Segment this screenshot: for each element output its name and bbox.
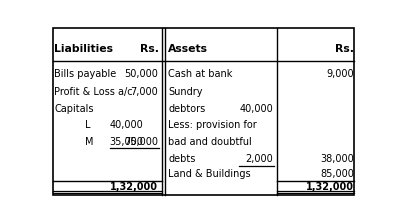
Text: 75,000: 75,000 bbox=[124, 137, 158, 147]
Text: 38,000: 38,000 bbox=[320, 154, 354, 164]
Text: Rs.: Rs. bbox=[335, 44, 354, 55]
Text: M: M bbox=[85, 137, 94, 147]
Text: 7,000: 7,000 bbox=[131, 87, 158, 97]
Text: debtors: debtors bbox=[168, 104, 206, 114]
Text: Land & Buildings: Land & Buildings bbox=[168, 169, 251, 179]
Text: 2,000: 2,000 bbox=[245, 154, 273, 164]
Text: 1,32,000: 1,32,000 bbox=[110, 182, 158, 192]
Text: 9,000: 9,000 bbox=[327, 69, 354, 79]
FancyBboxPatch shape bbox=[53, 28, 354, 195]
Text: Capitals: Capitals bbox=[54, 104, 94, 114]
Text: 35,000: 35,000 bbox=[110, 137, 143, 147]
Text: debts: debts bbox=[168, 154, 196, 164]
Text: Sundry: Sundry bbox=[168, 87, 203, 97]
Text: bad and doubtful: bad and doubtful bbox=[168, 137, 252, 147]
Text: 85,000: 85,000 bbox=[320, 169, 354, 179]
Text: 1,32,000: 1,32,000 bbox=[306, 182, 354, 192]
Text: Assets: Assets bbox=[168, 44, 208, 55]
Text: Profit & Loss a/c: Profit & Loss a/c bbox=[54, 87, 133, 97]
Text: Less: provision for: Less: provision for bbox=[168, 120, 257, 130]
Text: Cash at bank: Cash at bank bbox=[168, 69, 233, 79]
Text: 50,000: 50,000 bbox=[124, 69, 158, 79]
Text: Liabilities: Liabilities bbox=[54, 44, 113, 55]
Text: 40,000: 40,000 bbox=[110, 120, 143, 130]
Text: 40,000: 40,000 bbox=[239, 104, 273, 114]
Text: Rs.: Rs. bbox=[140, 44, 159, 55]
Text: L: L bbox=[85, 120, 91, 130]
Text: Bills payable: Bills payable bbox=[54, 69, 116, 79]
